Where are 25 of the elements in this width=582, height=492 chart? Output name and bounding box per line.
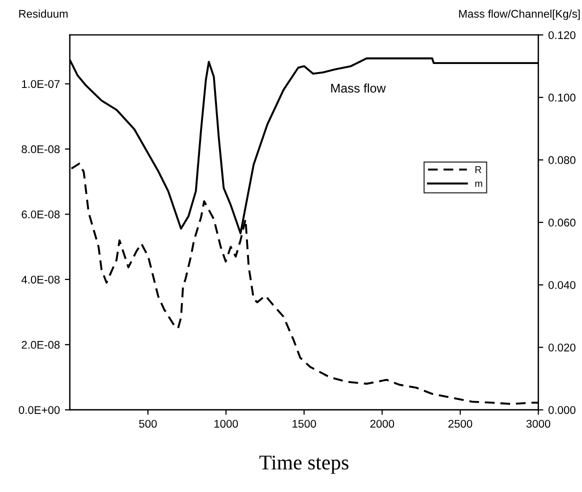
annotation: Mass flow xyxy=(331,83,386,93)
x-axis-title: Time steps xyxy=(259,456,348,474)
y-axis-title: Residuum xyxy=(19,10,68,18)
x-tick-label: 2500 xyxy=(448,420,472,428)
y2-tick-label: 0.000 xyxy=(548,406,576,414)
y-tick-label: 4.0E-08 xyxy=(21,276,60,284)
x-tick-label: 1500 xyxy=(292,420,316,428)
y2-tick-label: 0.040 xyxy=(548,281,576,290)
x-tick-label: 1000 xyxy=(214,420,238,428)
y2-tick-label: 0.080 xyxy=(548,156,576,164)
legend-label: R xyxy=(475,166,482,173)
y2-tick-label: 0.120 xyxy=(548,31,576,40)
x-tick-label: 3000 xyxy=(526,420,550,428)
legend-label: m xyxy=(475,182,482,187)
y2-axis-title: Mass flow/Channel[Kg/s] xyxy=(459,10,580,20)
y-tick-label: 0.0E+00 xyxy=(18,406,60,414)
y2-tick-label: 0.060 xyxy=(548,218,576,227)
y-tick-label: 1.0E-07 xyxy=(22,80,60,88)
y-tick-label: 8.0E-08 xyxy=(22,145,60,154)
y-tick-label: 2.0E-08 xyxy=(22,340,60,349)
y2-tick-label: 0.020 xyxy=(548,344,576,352)
x-tick-label: 500 xyxy=(139,420,157,428)
y2-tick-label: 0.100 xyxy=(548,94,576,102)
x-tick-label: 2000 xyxy=(370,420,394,428)
y-tick-label: 6.0E-08 xyxy=(22,210,60,218)
